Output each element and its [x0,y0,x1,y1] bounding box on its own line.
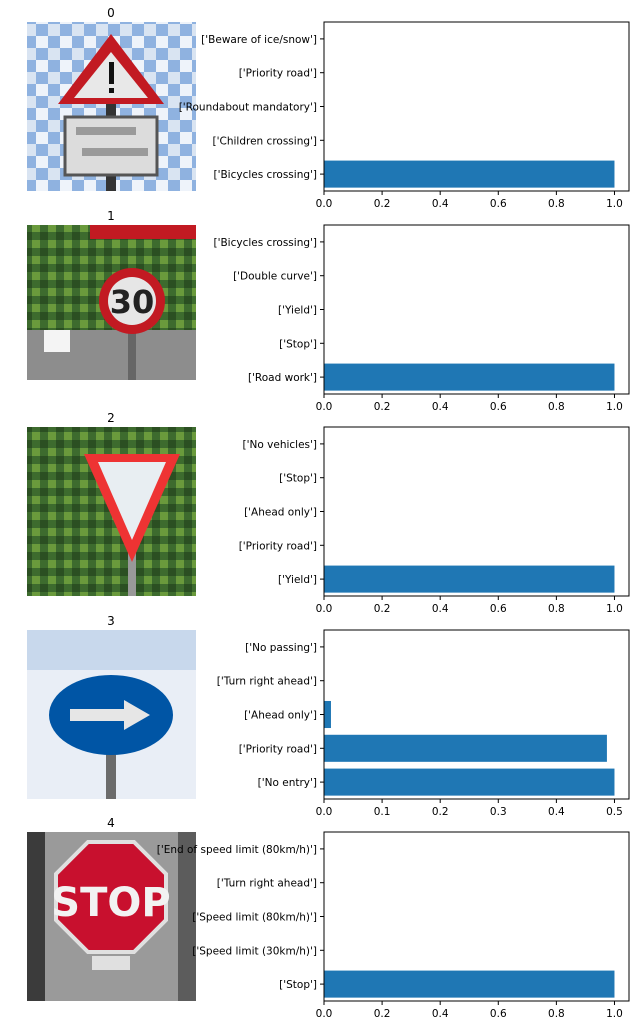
axes-frame [323,629,630,800]
keep-right-sign-icon [27,630,196,799]
x-tick-label: 0.2 [374,198,391,210]
y-tick-label: ['Bicycles crossing'] [214,169,318,181]
x-tick-label: 0.3 [490,806,507,818]
stop-sign-icon: STOP [27,832,196,1001]
x-tick-label: 0.0 [316,1008,333,1020]
bar [324,700,331,729]
bar [324,160,615,188]
subplot-title: 0 [107,6,115,20]
y-tick-label: ['Speed limit (80km/h)'] [192,912,317,924]
x-tick-label: 0.6 [490,1008,507,1020]
y-tick-label: ['Speed limit (30km/h)'] [192,945,317,957]
x-tick-label: 1.0 [606,603,623,615]
y-tick-label: ['Stop'] [279,338,317,350]
x-tick-label: 1.0 [606,401,623,413]
axes-frame [323,224,630,395]
y-tick-label: ['No passing'] [245,642,317,654]
y-tick-label: ['Yield'] [278,574,317,586]
chart-3: 3 ['No entry'] ['Priority road'] ['Ahead on… [107,614,630,818]
chart-4: 4 ['Stop'] ['Speed limit (30km/h)'] ['Speed… [107,816,630,1020]
bar [324,565,615,593]
bar [324,363,615,391]
x-tick-label: 0.2 [374,603,391,615]
subplot-title: 2 [107,411,115,425]
bar [324,734,607,762]
x-tick-label: 0.5 [606,806,623,818]
x-tick-label: 0.0 [316,198,333,210]
x-tick-label: 0.4 [432,1008,449,1020]
y-tick-label: ['Children crossing'] [213,135,317,147]
y-tick-label: ['End of speed limit (80km/h)'] [157,844,317,856]
subplot-title: 4 [107,816,115,830]
bar [324,768,615,796]
axes-frame [323,21,630,192]
y-tick-label: ['No entry'] [258,777,317,789]
y-tick-label: ['Ahead only'] [244,507,317,519]
x-tick-label: 1.0 [606,198,623,210]
y-tick-label: ['Double curve'] [233,271,317,283]
warning-triangle-sign-icon [27,22,196,191]
axes-frame [323,426,630,597]
stop-sign-text: STOP [51,880,170,926]
y-tick-label: ['Turn right ahead'] [217,878,317,890]
y-tick-label: ['Priority road'] [239,743,317,755]
y-tick-label: ['Road work'] [248,372,317,384]
x-tick-label: 0.6 [490,401,507,413]
x-tick-label: 0.1 [374,806,391,818]
x-tick-label: 0.2 [374,1008,391,1020]
x-tick-label: 0.4 [432,603,449,615]
x-tick-label: 0.2 [374,401,391,413]
chart-2: 2 ['Yield'] ['Priority road'] ['Ahead only'… [107,411,630,615]
x-tick-label: 0.8 [548,198,565,210]
x-tick-label: 0.8 [548,401,565,413]
chart-0: 0 ['Bicycles crossing'] ['Children crossin… [107,6,630,210]
y-tick-label: ['Bicycles crossing'] [214,237,318,249]
speed-limit-number: 30 [110,283,155,321]
x-tick-label: 0.0 [316,401,333,413]
x-tick-label: 0.8 [548,603,565,615]
chart-1: 1 ['Road work'] ['Stop'] ['Yield'] ['Double … [107,209,630,413]
x-tick-label: 0.6 [490,198,507,210]
subplot-title: 1 [107,209,115,223]
x-tick-label: 0.0 [316,603,333,615]
y-tick-label: ['Ahead only'] [244,710,317,722]
y-tick-label: ['No vehicles'] [243,439,317,451]
y-tick-label: ['Beware of ice/snow'] [201,34,317,46]
axes-frame [323,831,630,1002]
bar [324,970,615,998]
x-tick-label: 1.0 [606,1008,623,1020]
x-tick-label: 0.8 [548,1008,565,1020]
y-tick-label: ['Stop'] [279,979,317,991]
x-tick-label: 0.4 [548,806,565,818]
y-tick-label: ['Priority road'] [239,540,317,552]
subplot-title: 3 [107,614,115,628]
x-tick-label: 0.4 [432,198,449,210]
x-tick-label: 0.4 [432,401,449,413]
speed-limit-30-sign-icon: 30 [27,225,196,394]
x-tick-label: 0.6 [490,603,507,615]
x-tick-label: 0.2 [432,806,449,818]
y-tick-label: ['Stop'] [279,473,317,485]
y-tick-label: ['Turn right ahead'] [217,676,317,688]
yield-sign-icon [27,427,196,596]
y-tick-label: ['Yield'] [278,305,317,317]
y-tick-label: ['Roundabout mandatory'] [179,102,317,114]
y-tick-label: ['Priority road'] [239,68,317,80]
charts: 0 ['Bicycles crossing'] ['Children crossin… [107,6,630,1020]
x-tick-label: 0.0 [316,806,333,818]
